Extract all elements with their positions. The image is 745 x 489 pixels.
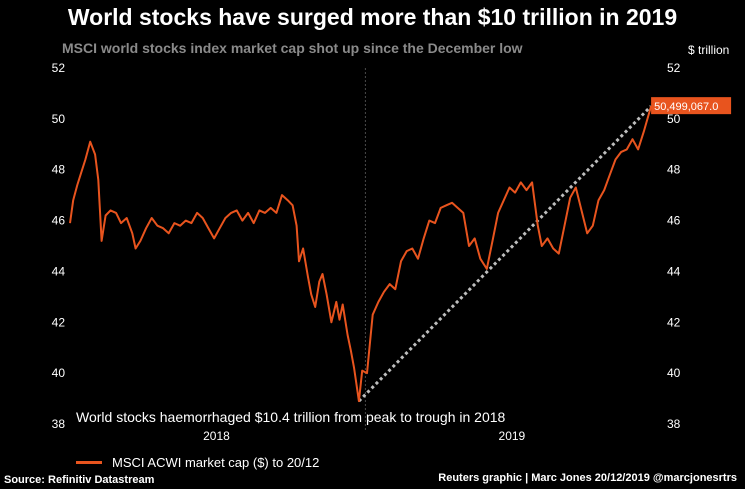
last-value-badge-bg bbox=[651, 97, 732, 115]
left-tick-label: 48 bbox=[52, 163, 66, 177]
right-tick-label: 52 bbox=[667, 61, 681, 75]
left-tick-label: 44 bbox=[52, 264, 66, 278]
legend-swatch bbox=[76, 461, 102, 464]
last-value-badge: 50,499,067.0 bbox=[651, 97, 732, 115]
x-axis-ticks: 2018 2019 bbox=[203, 429, 525, 443]
chart-annotation: World stocks haemorrhaged $10.4 trillion… bbox=[76, 409, 506, 425]
left-tick-label: 42 bbox=[52, 315, 66, 329]
right-tick-label: 50 bbox=[667, 112, 681, 126]
last-value-label: 50,499,067.0 bbox=[654, 101, 718, 113]
left-tick-label: 52 bbox=[52, 61, 66, 75]
credit-note: Reuters graphic | Marc Jones 20/12/2019 … bbox=[438, 472, 737, 484]
chart-subtitle: MSCI world stocks index market cap shot … bbox=[62, 40, 523, 56]
legend: MSCI ACWI market cap ($) to 20/12 bbox=[76, 455, 319, 470]
right-tick-label: 38 bbox=[667, 417, 681, 431]
right-tick-label: 42 bbox=[667, 315, 681, 329]
left-tick-label: 40 bbox=[52, 366, 66, 380]
series-line bbox=[69, 105, 653, 403]
chart-title: World stocks have surged more than $10 t… bbox=[67, 4, 678, 30]
right-tick-label: 44 bbox=[667, 264, 681, 278]
trend-line bbox=[357, 105, 653, 403]
x-tick-label: 2019 bbox=[499, 429, 526, 443]
right-tick-label: 48 bbox=[667, 163, 681, 177]
right-axis-ticks: 38 40 42 44 46 48 50 52 bbox=[667, 61, 681, 431]
left-tick-label: 50 bbox=[52, 112, 66, 126]
right-tick-label: 46 bbox=[667, 214, 681, 228]
unit-label: $ trillion bbox=[688, 43, 730, 57]
left-tick-label: 46 bbox=[52, 214, 66, 228]
x-tick-label: 2018 bbox=[203, 429, 230, 443]
left-tick-label: 38 bbox=[52, 417, 66, 431]
left-axis-ticks: 38 40 42 44 46 48 50 52 bbox=[52, 61, 66, 431]
source-note: Source: Refinitiv Datastream bbox=[4, 474, 155, 486]
right-tick-label: 40 bbox=[667, 366, 681, 380]
legend-label: MSCI ACWI market cap ($) to 20/12 bbox=[112, 455, 320, 470]
